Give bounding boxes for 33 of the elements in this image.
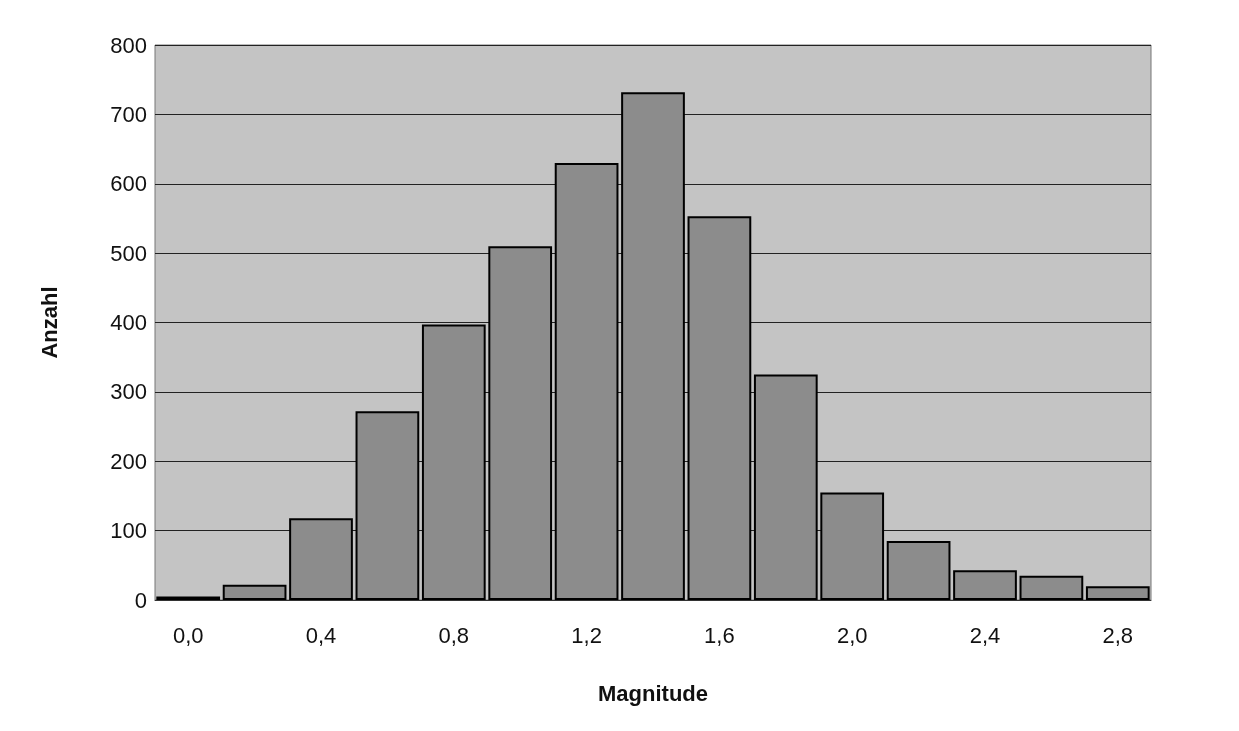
bar [1085,586,1150,600]
x-tick-label: 0,0 [172,622,204,648]
x-tick-label: 2,8 [1102,622,1134,648]
bar [488,246,553,600]
bar [554,162,619,600]
x-tick-label: 1,6 [704,622,735,648]
y-axis-title: Anzahl [36,286,62,359]
bar [222,584,287,600]
bar [421,324,486,600]
y-tick-label: 100 [110,518,147,544]
x-tick-label: 0,4 [305,622,337,648]
y-tick-label: 0 [134,587,147,613]
x-tick-label: 0,8 [438,622,470,648]
y-tick-label: 800 [110,32,147,58]
x-tick-label: 1,2 [571,622,602,648]
bar [289,518,353,600]
x-tick-label: 2,0 [836,622,868,648]
bar [355,411,420,600]
y-tick-label: 600 [110,171,147,197]
bar [687,216,752,600]
y-tick-label: 400 [110,310,147,335]
bar [621,92,685,600]
y-tick-label: 700 [110,101,147,127]
bar [953,570,1017,600]
y-tick-label: 500 [110,240,147,266]
y-tick-label: 200 [110,448,147,474]
x-tick-label: 2,4 [969,622,1001,648]
bar [753,374,818,600]
bar [886,541,951,600]
bar [820,492,885,600]
x-axis-title: Magnitude [598,680,708,706]
bar [1019,575,1084,600]
y-tick-label: 300 [110,379,147,405]
